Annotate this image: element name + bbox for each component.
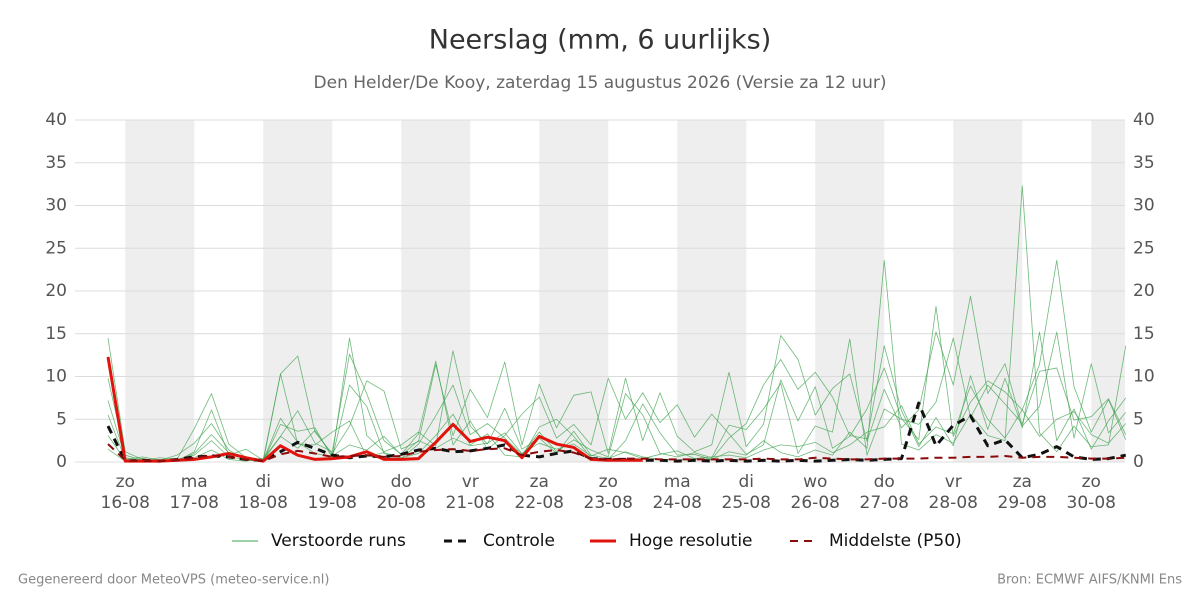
- y2-tick-label: 0: [1133, 452, 1144, 472]
- ensemble-line: [107, 331, 1127, 462]
- x-tick-day: za: [530, 472, 549, 492]
- x-tick-day: do: [874, 472, 895, 492]
- x-tick-date: 28-08: [929, 493, 978, 513]
- chart-subtitle: Den Helder/De Kooy, zaterdag 15 augustus…: [314, 73, 887, 93]
- x-tick-day: vr: [945, 472, 962, 492]
- x-tick-day: vr: [462, 472, 479, 492]
- x-tick-day: zo: [1082, 472, 1101, 492]
- x-tick-day: ma: [664, 472, 691, 492]
- x-tick-date: 29-08: [998, 493, 1047, 513]
- x-tick-day: zo: [116, 472, 135, 492]
- x-tick-date: 18-08: [239, 493, 288, 513]
- series-line: [107, 443, 1126, 463]
- x-tick-day: wo: [320, 472, 344, 492]
- y2-tick-label: 5: [1133, 409, 1144, 429]
- x-tick-day: di: [738, 472, 754, 492]
- x-tick-date: 24-08: [653, 493, 702, 513]
- chart-title: Neerslag (mm, 6 uurlijks): [429, 25, 771, 56]
- legend-label: Middelste (P50): [829, 531, 962, 551]
- x-tick-date: 20-08: [377, 493, 426, 513]
- x-tick-day: za: [1013, 472, 1032, 492]
- x-tick-date: 21-08: [446, 493, 495, 513]
- y-tick-label: 25: [45, 238, 67, 258]
- x-tick-day: do: [391, 472, 412, 492]
- y-tick-label: 10: [45, 367, 67, 387]
- ensemble-line: [107, 337, 1127, 462]
- y-tick-label: 30: [45, 196, 67, 216]
- x-tick-date: 25-08: [722, 493, 771, 513]
- x-tick-date: 27-08: [860, 493, 909, 513]
- y2-tick-label: 35: [1133, 153, 1155, 173]
- x-tick-day: ma: [181, 472, 208, 492]
- series-line: [106, 356, 643, 463]
- x-tick-day: zo: [599, 472, 618, 492]
- x-tick-date: 16-08: [101, 493, 150, 513]
- x-tick-day: wo: [803, 472, 827, 492]
- footer-right: Bron: ECMWF AIFS/KNMI Ens: [997, 573, 1182, 588]
- legend-label: Verstoorde runs: [271, 531, 406, 551]
- y2-tick-label: 15: [1133, 324, 1155, 344]
- legend-label: Hoge resolutie: [629, 531, 753, 551]
- y-tick-label: 5: [56, 409, 67, 429]
- y-tick-label: 15: [45, 324, 67, 344]
- x-tick-date: 26-08: [791, 493, 840, 513]
- x-tick-date: 19-08: [308, 493, 357, 513]
- y2-tick-label: 20: [1133, 281, 1155, 301]
- footer-left: Gegenereerd door MeteoVPS (meteo-service…: [18, 573, 329, 588]
- x-tick-date: 22-08: [515, 493, 564, 513]
- y2-tick-label: 25: [1133, 238, 1155, 258]
- x-tick-day: di: [255, 472, 271, 492]
- ensemble-line: [107, 385, 1127, 462]
- y-tick-label: 0: [56, 452, 67, 472]
- y2-tick-label: 10: [1133, 367, 1155, 387]
- x-tick-date: 23-08: [584, 493, 633, 513]
- y2-tick-label: 40: [1133, 110, 1155, 130]
- legend-label: Controle: [483, 531, 555, 551]
- y2-tick-label: 30: [1133, 196, 1155, 216]
- x-tick-date: 30-08: [1067, 493, 1116, 513]
- y-tick-label: 40: [45, 110, 67, 130]
- ensemble-line: [107, 185, 1127, 462]
- y-tick-label: 35: [45, 153, 67, 173]
- x-tick-date: 17-08: [170, 493, 219, 513]
- y-tick-label: 20: [45, 281, 67, 301]
